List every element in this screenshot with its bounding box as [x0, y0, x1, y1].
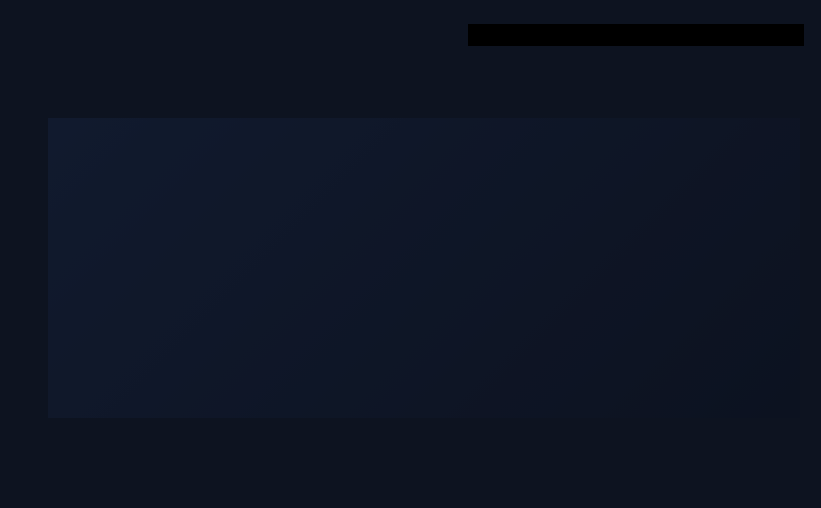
- chart-tooltip: [468, 24, 804, 46]
- chart-svg: [48, 118, 800, 418]
- tooltip-date: [480, 32, 792, 36]
- x-axis: [48, 426, 800, 446]
- chart-container: [0, 100, 821, 455]
- chart-plot-area[interactable]: [48, 118, 800, 418]
